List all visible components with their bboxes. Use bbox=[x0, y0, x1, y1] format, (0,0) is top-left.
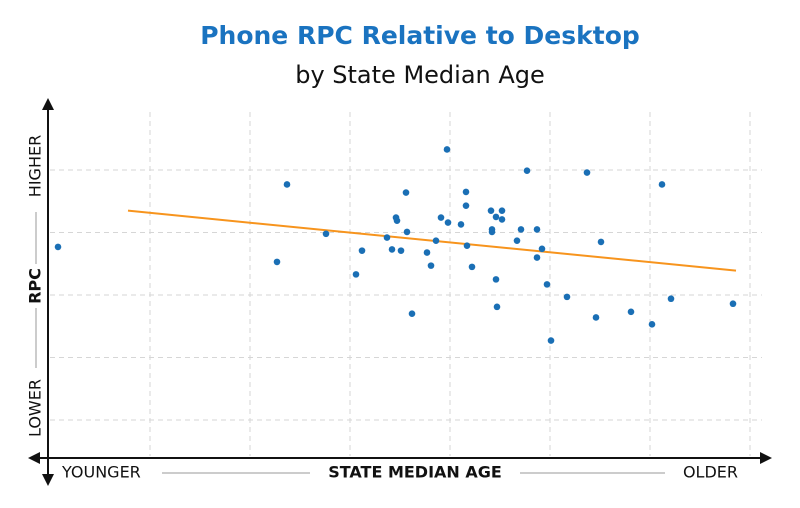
data-point bbox=[597, 238, 605, 246]
data-point bbox=[457, 221, 465, 228]
data-point bbox=[563, 293, 571, 301]
x-low-label: YOUNGER bbox=[61, 463, 141, 482]
data-point bbox=[402, 189, 410, 196]
data-point bbox=[388, 246, 396, 253]
data-point bbox=[393, 217, 401, 224]
data-point bbox=[487, 207, 495, 214]
data-point bbox=[462, 188, 470, 196]
data-point bbox=[543, 281, 551, 288]
y-low-label: LOWER bbox=[26, 379, 45, 437]
x-high-label: OLDER bbox=[683, 463, 738, 482]
data-point bbox=[468, 263, 476, 271]
data-point bbox=[488, 228, 496, 236]
data-point bbox=[523, 167, 531, 175]
data-point bbox=[729, 300, 737, 308]
data-point bbox=[358, 247, 366, 254]
data-point bbox=[648, 321, 656, 328]
chart-title: Phone RPC Relative to Desktop bbox=[200, 21, 640, 50]
data-point bbox=[408, 310, 416, 318]
data-point bbox=[498, 216, 506, 223]
data-point bbox=[492, 276, 500, 283]
data-point bbox=[423, 249, 431, 256]
data-point bbox=[538, 245, 546, 253]
data-point bbox=[432, 237, 440, 244]
data-point bbox=[383, 234, 391, 241]
data-point bbox=[667, 295, 675, 303]
trend-line bbox=[127, 209, 737, 272]
data-point bbox=[658, 181, 666, 188]
data-point bbox=[533, 226, 541, 233]
data-point bbox=[492, 213, 500, 221]
data-point bbox=[627, 308, 635, 316]
data-point bbox=[443, 146, 451, 153]
data-point bbox=[427, 262, 435, 269]
data-point bbox=[273, 258, 281, 266]
data-point bbox=[322, 230, 330, 238]
data-point bbox=[403, 228, 411, 236]
data-point bbox=[493, 303, 501, 311]
data-point bbox=[463, 242, 471, 249]
data-point bbox=[462, 202, 470, 209]
data-point bbox=[533, 254, 541, 261]
data-point bbox=[592, 314, 600, 321]
y-axis-label: RPC bbox=[26, 268, 45, 304]
data-point bbox=[283, 181, 291, 188]
data-point bbox=[437, 214, 445, 221]
data-point bbox=[444, 219, 452, 226]
data-point bbox=[352, 271, 360, 278]
data-point bbox=[513, 237, 521, 244]
y-high-label: HIGHER bbox=[26, 135, 45, 197]
chart-subtitle: by State Median Age bbox=[295, 61, 545, 89]
data-point bbox=[547, 337, 555, 344]
data-point bbox=[517, 226, 525, 233]
x-axis-label: STATE MEDIAN AGE bbox=[328, 463, 502, 482]
data-point bbox=[583, 169, 591, 176]
data-point bbox=[498, 207, 506, 214]
data-point bbox=[54, 243, 62, 251]
grid bbox=[50, 112, 762, 456]
data-point bbox=[397, 247, 405, 254]
